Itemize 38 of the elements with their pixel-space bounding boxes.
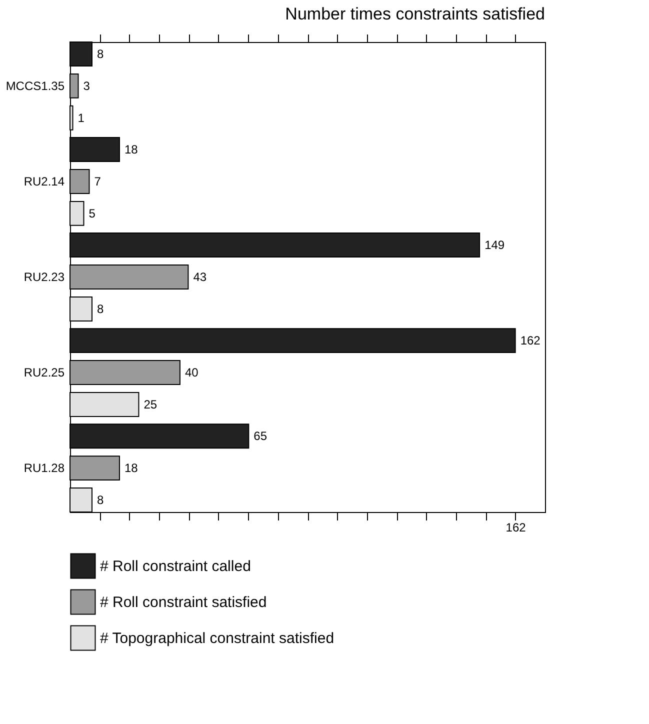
data-label: 8 [96, 46, 104, 61]
bar [70, 360, 180, 386]
y-tick-label: MCCS1.35 [6, 78, 65, 93]
y-tick-label: RU1.28 [24, 461, 65, 476]
data-label: 40 [184, 366, 199, 380]
data-label: 7 [94, 174, 102, 188]
data-label: 8 [96, 302, 104, 316]
legend-label: # Roll constraint satisfied [100, 594, 267, 611]
data-label: 18 [124, 142, 138, 157]
bar [70, 200, 84, 226]
legend-label: # Topographical constraint satisfied [100, 630, 334, 647]
data-label: 5 [88, 206, 96, 220]
bar [70, 168, 90, 194]
bar [70, 264, 189, 290]
chart-title: Number times constraints satisfied [285, 4, 545, 24]
data-label: 18 [124, 461, 138, 476]
bar [70, 232, 480, 258]
bar [70, 328, 516, 354]
bar [70, 105, 74, 130]
data-label: 149 [484, 238, 505, 252]
bar [70, 424, 250, 449]
data-label: 43 [193, 270, 207, 284]
bar [70, 137, 120, 162]
y-tick-label: RU2.14 [24, 174, 65, 188]
bar [70, 42, 92, 66]
data-label: 162 [520, 334, 541, 348]
bar [70, 73, 79, 98]
bar [70, 392, 140, 417]
legend-label: # Roll constraint called [100, 558, 251, 575]
data-label: 8 [96, 493, 104, 508]
y-tick-label: RU2.23 [24, 270, 65, 284]
bar [70, 456, 120, 481]
data-label: 1 [78, 110, 85, 125]
bar [70, 296, 92, 322]
data-label: 25 [144, 397, 158, 412]
y-tick-label: RU2.25 [24, 366, 65, 380]
data-label: 65 [254, 429, 268, 444]
data-label: 3 [83, 78, 90, 93]
